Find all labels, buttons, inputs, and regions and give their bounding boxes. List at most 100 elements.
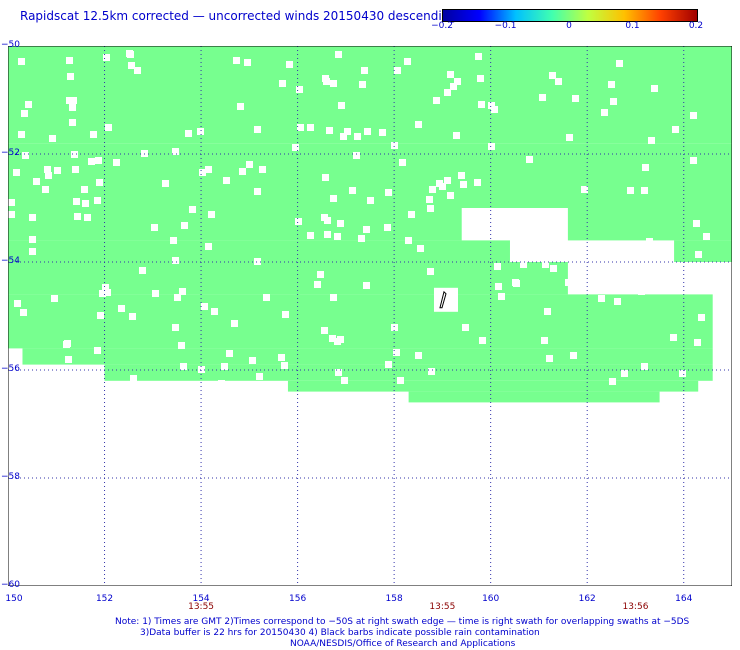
missing-cell [450, 83, 457, 90]
missing-cell [337, 336, 344, 343]
swath-band [287, 380, 699, 392]
missing-cell [601, 109, 608, 116]
missing-cell [63, 341, 70, 348]
missing-cell [488, 143, 495, 150]
missing-cell [340, 133, 347, 140]
missing-cell [263, 294, 270, 301]
missing-cell [609, 378, 616, 385]
missing-cell [279, 80, 286, 87]
missing-cell [581, 186, 588, 193]
missing-cell [20, 309, 27, 316]
missing-cell [246, 161, 253, 168]
missing-cell [172, 148, 179, 155]
missing-cell [71, 151, 78, 158]
missing-cell [349, 187, 356, 194]
missing-cell [88, 158, 95, 165]
missing-cell [113, 159, 120, 166]
missing-cell [226, 350, 233, 357]
missing-cell [326, 127, 333, 134]
missing-cell [329, 335, 336, 342]
latitude-label: −58 [1, 472, 20, 482]
missing-cell [648, 137, 655, 144]
missing-cell [616, 60, 623, 67]
missing-cell [415, 121, 422, 128]
missing-cell [231, 320, 238, 327]
missing-cell [239, 168, 246, 175]
missing-cell [103, 54, 110, 61]
missing-cell [198, 366, 205, 373]
missing-cell [14, 300, 21, 307]
rain-flag-box [433, 287, 458, 312]
missing-cell [344, 128, 351, 135]
missing-cell [322, 174, 329, 181]
latitude-label: −56 [1, 364, 20, 374]
missing-cell [572, 284, 579, 291]
rain-barb [439, 290, 447, 309]
missing-cell [384, 224, 391, 231]
missing-cell [621, 370, 628, 377]
missing-cell [330, 195, 337, 202]
missing-cell [641, 187, 648, 194]
missing-cell [427, 268, 434, 275]
missing-cell [65, 356, 72, 363]
missing-cell [22, 152, 29, 159]
missing-cell [321, 214, 328, 221]
missing-cell [353, 152, 360, 159]
missing-cell [189, 206, 196, 213]
missing-cell [546, 355, 553, 362]
missing-cell [99, 290, 106, 297]
missing-cell [385, 361, 392, 368]
missing-cell [531, 212, 538, 219]
missing-cell [307, 124, 314, 131]
longitude-label: 162 [578, 594, 596, 604]
missing-cell [244, 59, 251, 66]
missing-cell [462, 324, 469, 331]
longitude-label: 156 [289, 594, 307, 604]
missing-cell [254, 188, 261, 195]
swath-band [8, 208, 462, 241]
missing-cell [341, 377, 348, 384]
missing-cell [690, 157, 697, 164]
missing-cell [72, 377, 79, 384]
missing-cell [73, 198, 80, 205]
missing-cell [118, 305, 125, 312]
missing-cell [453, 132, 460, 139]
missing-cell [359, 81, 366, 88]
note-line-1: Note: 1) Times are GMT 2)Times correspon… [115, 617, 690, 627]
missing-cell [259, 166, 266, 173]
missing-cell [97, 312, 104, 319]
missing-cell [151, 224, 158, 231]
missing-cell [399, 159, 406, 166]
missing-cell [317, 271, 324, 278]
missing-cell [51, 295, 58, 302]
missing-cell [67, 73, 74, 80]
missing-cell [590, 253, 597, 260]
missing-cell [555, 78, 562, 85]
missing-cell [211, 308, 218, 315]
missing-cell [358, 235, 365, 242]
missing-cell [454, 78, 461, 85]
latitude-label: −54 [1, 256, 20, 266]
missing-cell [693, 220, 700, 227]
missing-cell [335, 369, 342, 376]
missing-cell [572, 95, 579, 102]
missing-cell [404, 58, 411, 65]
missing-cell [415, 352, 422, 359]
missing-cell [237, 103, 244, 110]
pass-time-label: 13:56 [622, 602, 649, 612]
swath-band [408, 391, 660, 403]
missing-cell [367, 197, 374, 204]
missing-cell [127, 51, 134, 58]
missing-cell [544, 308, 551, 315]
missing-cell [361, 67, 368, 74]
missing-cell [447, 192, 454, 199]
missing-cell [201, 303, 208, 310]
missing-cell [428, 368, 435, 375]
missing-cell [205, 166, 212, 173]
missing-cell [45, 172, 52, 179]
missing-cell [644, 272, 651, 279]
note-line-3: NOAA/NESDIS/Office of Research and Appli… [290, 639, 516, 649]
missing-cell [95, 157, 102, 164]
missing-cell [512, 279, 519, 286]
longitude-label: 152 [95, 594, 114, 604]
